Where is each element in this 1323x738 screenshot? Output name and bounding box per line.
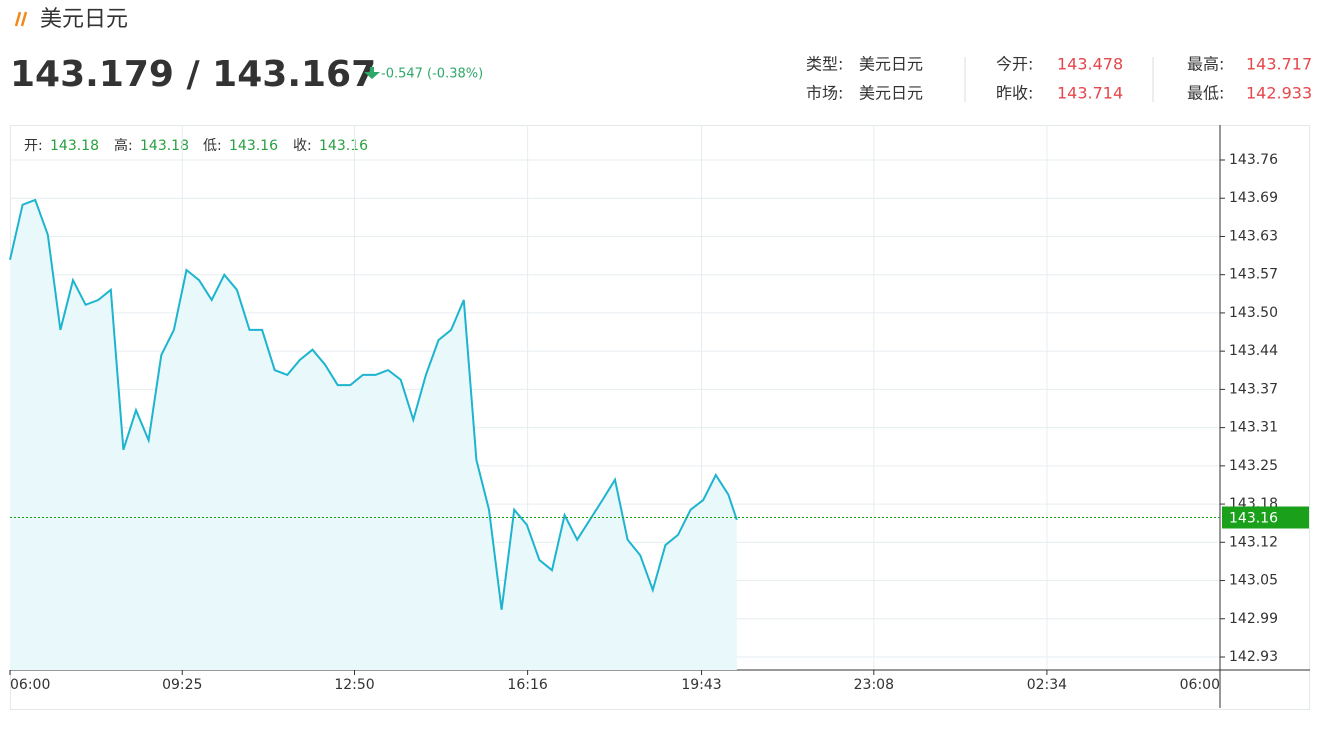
ohlc-value: 143.18 <box>140 138 189 154</box>
info-label: 市场: <box>806 84 843 103</box>
ohlc-label: 开: <box>24 138 43 154</box>
down-arrow <box>364 67 380 79</box>
y-tick-label: 143.57 <box>1229 267 1278 283</box>
title: 美元日元 <box>40 7 128 32</box>
y-tick-label: 143.25 <box>1229 458 1278 474</box>
x-tick-label: 12:50 <box>334 677 374 693</box>
x-tick-label: 16:16 <box>507 677 547 693</box>
ohlc-label: 低: <box>203 138 222 154</box>
y-tick-label: 143.76 <box>1229 152 1278 168</box>
info-label: 今开: <box>996 55 1033 74</box>
info-label: 最低: <box>1187 84 1224 103</box>
x-tick-label: 06:00 <box>1180 677 1220 693</box>
y-tick-label: 143.69 <box>1229 190 1278 206</box>
info-value: 143.714 <box>1057 84 1123 103</box>
change: -0.547 (-0.38%) <box>381 67 483 82</box>
y-tick-label: 142.99 <box>1229 611 1278 627</box>
current-label: 143.16 <box>1229 510 1278 526</box>
y-tick-label: 143.05 <box>1229 573 1278 589</box>
y-tick-label: 143.63 <box>1229 228 1278 244</box>
x-tick-label: 06:00 <box>10 677 50 693</box>
ohlc-label: 收: <box>293 138 312 154</box>
x-tick-label: 19:43 <box>681 677 721 693</box>
ohlc-label: 高: <box>114 137 133 154</box>
info-value: 美元日元 <box>859 84 923 103</box>
y-tick-label: 142.93 <box>1229 649 1278 665</box>
title-icon <box>14 11 28 27</box>
ohlc-value: 143.18 <box>50 138 99 154</box>
x-tick-label: 09:25 <box>162 677 202 693</box>
info-value: 美元日元 <box>859 55 923 74</box>
price-line <box>9 198 738 610</box>
info-label: 类型: <box>806 55 843 74</box>
info-label: 昨收: <box>996 84 1033 103</box>
ohlc-value: 143.16 <box>229 138 278 154</box>
current-tag <box>1222 506 1309 529</box>
info-value: 142.933 <box>1246 84 1312 103</box>
area <box>10 199 737 670</box>
info-value: 143.717 <box>1246 55 1312 74</box>
y-tick-label: 143.37 <box>1229 381 1278 397</box>
x-tick-label: 02:34 <box>1027 677 1067 693</box>
y-tick-label: 143.44 <box>1229 343 1278 359</box>
y-tick-label: 143.31 <box>1229 420 1278 436</box>
y-tick-label: 143.50 <box>1229 305 1278 321</box>
y-tick-label: 143.12 <box>1229 534 1278 550</box>
price: 143.179 / 143.167 <box>10 54 376 95</box>
x-tick-label: 23:08 <box>854 677 894 693</box>
info-label: 最高: <box>1187 55 1224 74</box>
ohlc-value: 143.16 <box>319 138 368 154</box>
info-value: 143.478 <box>1057 55 1123 74</box>
